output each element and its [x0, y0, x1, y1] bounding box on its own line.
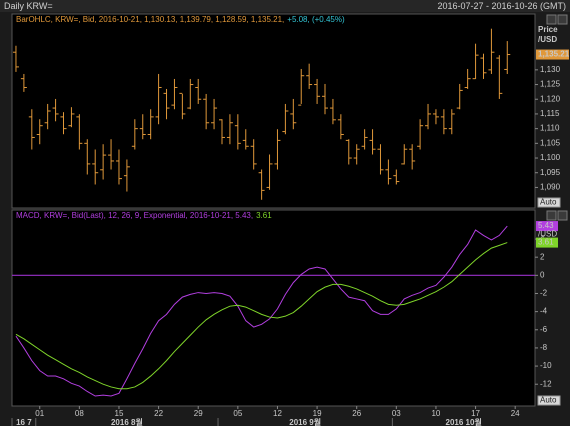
legend-entry: MACD, KRW=, Bid(Last), 12, 26, 9, Expone… [16, 211, 253, 220]
y-tick-label: 1,130 [540, 65, 561, 74]
month-label: 16 7 [16, 418, 32, 426]
header-range: 2016-07-27 - 2016-10-26 (GMT) [437, 1, 566, 11]
auto-button-label[interactable]: Auto [540, 396, 557, 405]
y-tick-label: 1,115 [540, 109, 560, 118]
x-tick-label: 22 [154, 409, 163, 418]
x-tick-label: 12 [273, 409, 282, 418]
y-tick-label: 0 [540, 270, 545, 279]
month-label: 2016 8월 [111, 417, 143, 426]
x-tick-label: 08 [75, 409, 84, 418]
legend-entry: 3.61 [256, 211, 272, 220]
y-tick-label: 1,095 [540, 168, 561, 177]
legend: BarOHLC, KRW=, Bid, 2016-10-21, 1,130.13… [16, 15, 345, 24]
y-tick-label: -10 [540, 361, 552, 370]
y-tick-label: 1,120 [540, 94, 561, 103]
x-tick-label: 26 [352, 409, 361, 418]
header-title: Daily KRW= [4, 1, 53, 11]
y-tick-label: 1,105 [540, 138, 561, 147]
header-bar [0, 0, 570, 12]
auto-button-label[interactable]: Auto [540, 198, 557, 207]
last-value-box [536, 237, 558, 248]
x-tick-label: 03 [392, 409, 401, 418]
x-tick-label: 05 [233, 409, 242, 418]
legend: MACD, KRW=, Bid(Last), 12, 26, 9, Expone… [16, 211, 272, 220]
y-tick-label: -8 [540, 343, 548, 352]
axis-label: /USD [538, 35, 557, 44]
legend-entry: +5.08, (+0.45%) [287, 15, 345, 24]
x-tick-label: 10 [431, 409, 440, 418]
legend-entry: BarOHLC, KRW=, Bid, 2016-10-21, 1,130.13… [16, 15, 284, 24]
x-tick-label: 17 [471, 409, 480, 418]
x-tick-label: 15 [115, 409, 124, 418]
y-tick-label: 1,110 [540, 124, 560, 133]
last-value-label: 5.43 [538, 221, 554, 230]
plot-area [11, 209, 536, 407]
axis-label: Price [538, 25, 558, 34]
macd-line [15, 242, 508, 390]
month-label: 2016 10월 [446, 417, 482, 426]
plot-area [11, 13, 536, 209]
y-tick-label: -4 [540, 307, 548, 316]
y-tick-label: 1,100 [540, 153, 561, 162]
x-tick-label: 01 [35, 409, 44, 418]
y-tick-label: 2 [540, 252, 545, 261]
x-tick-label: 29 [194, 409, 203, 418]
last-price-box [536, 49, 569, 60]
y-tick-label: -2 [540, 289, 548, 298]
x-tick-label: 19 [313, 409, 322, 418]
auto-button[interactable] [537, 197, 561, 208]
x-tick-label: 24 [511, 409, 520, 418]
month-label: 2016 9월 [289, 417, 321, 426]
macd-line [15, 225, 508, 397]
y-tick-label: -12 [540, 379, 552, 388]
last-value-box [536, 221, 558, 232]
panel-close-icon[interactable] [546, 14, 568, 25]
last-price-label: 1,135.21 [538, 50, 570, 59]
y-tick-label: 1,125 [540, 80, 561, 89]
auto-button[interactable] [537, 395, 561, 406]
y-tick-label: -6 [540, 325, 548, 334]
axis-label: /USD [538, 229, 557, 238]
y-tick-label: 1,090 [540, 183, 561, 192]
panel-close-icon[interactable] [546, 210, 568, 221]
last-value-label: 3.61 [538, 238, 554, 247]
